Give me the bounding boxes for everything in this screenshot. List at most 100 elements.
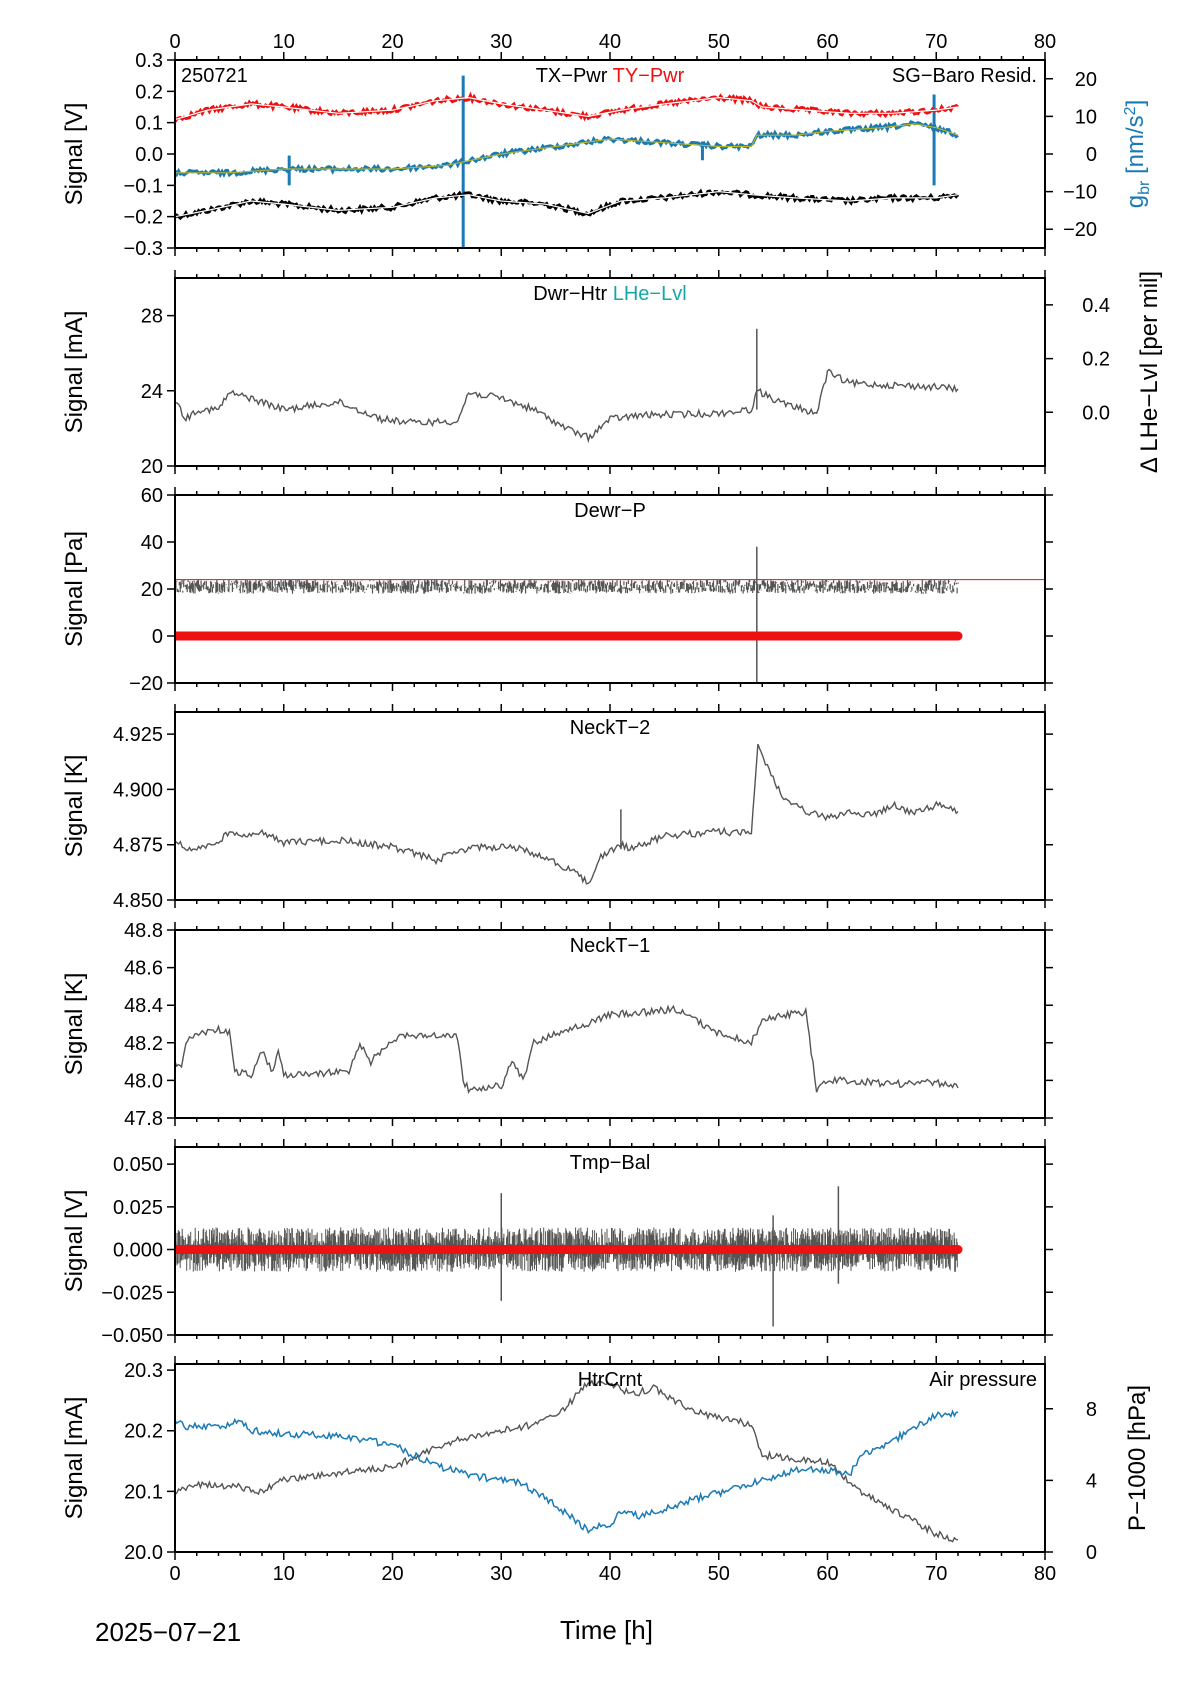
right-legend: SG−Baro Resid. xyxy=(892,65,1037,87)
y-ticks xyxy=(167,59,175,249)
x-tick-label: 40 xyxy=(599,1563,621,1585)
y-tick-label: 48.2 xyxy=(124,1033,163,1055)
series-1 xyxy=(175,91,959,123)
y-ticks xyxy=(167,494,1053,684)
x-tick-label: 0 xyxy=(169,1563,180,1585)
y-axis-title: Signal [K] xyxy=(61,755,88,858)
x-tick-label: 70 xyxy=(925,1563,947,1585)
panel-htr: 20.0 20.1 20.2 20.3 Signal [mA] 0 4 8 P−1000 [hP… xyxy=(61,1356,1151,1585)
x-tick-label: 30 xyxy=(490,31,512,53)
right-y-ticks xyxy=(1045,78,1053,230)
x-tick-label: 80 xyxy=(1034,1563,1056,1585)
y-tick-label: 48.4 xyxy=(124,995,163,1017)
date-label: 2025−07−21 xyxy=(95,1617,242,1647)
y-tick-label: 48.6 xyxy=(124,958,163,980)
plot-area xyxy=(175,743,959,885)
x-ticks xyxy=(174,487,1046,691)
right-axis-title: P−1000 [hPa] xyxy=(1124,1385,1151,1531)
series-0 xyxy=(175,743,959,885)
y-tick-label: 4.900 xyxy=(113,779,163,801)
y-tick-label: 4.850 xyxy=(113,890,163,912)
right-y-tick-label: 0.2 xyxy=(1082,349,1110,371)
right-y-tick-label: 0 xyxy=(1086,144,1097,166)
panel-title: HtrCrnt xyxy=(578,1369,643,1391)
y-axis-title: Signal [V] xyxy=(61,1190,88,1293)
x-tick-label: 80 xyxy=(1034,31,1056,53)
x-tick-label: 10 xyxy=(273,1563,295,1585)
x-tick-label: 60 xyxy=(816,31,838,53)
y-tick-label: 0.025 xyxy=(113,1197,163,1219)
x-tick-label: 70 xyxy=(925,31,947,53)
date-code: 250721 xyxy=(181,65,248,87)
y-tick-label: 20.1 xyxy=(124,1481,163,1503)
series-0 xyxy=(175,579,959,594)
x-tick-label: 20 xyxy=(381,31,403,53)
panel-neck1: 47.8 48.0 48.2 48.4 48.6 48.8 Signal [K] NeckT−… xyxy=(61,920,1053,1130)
x-tick-label: 0 xyxy=(169,31,180,53)
y-tick-label: 48.8 xyxy=(124,920,163,942)
series-0 xyxy=(175,368,959,444)
series-0 xyxy=(175,1379,959,1543)
y-tick-label: 48.0 xyxy=(124,1070,163,1092)
y-tick-label: 0 xyxy=(152,626,163,648)
plot-area xyxy=(175,546,1045,683)
panel-title: Tmp−Bal xyxy=(570,1152,651,1174)
panel-title: NeckT−2 xyxy=(570,717,651,739)
panel-title: NeckT−1 xyxy=(570,935,651,957)
plot-area xyxy=(175,1186,963,1327)
y-ticks xyxy=(167,1163,1053,1336)
y-tick-label: 60 xyxy=(141,485,163,507)
x-tick-label: 60 xyxy=(816,1563,838,1585)
y-tick-label: −0.025 xyxy=(101,1282,163,1304)
right-axis-title: gbr [nm/s2] xyxy=(1122,100,1153,209)
y-tick-label: 0.2 xyxy=(135,81,163,103)
y-tick-label: 40 xyxy=(141,532,163,554)
y-tick-label: −0.2 xyxy=(124,207,163,229)
series-fit-0 xyxy=(175,190,959,218)
panel-frame xyxy=(174,59,1046,249)
y-axis-title: Signal [mA] xyxy=(61,1397,88,1520)
panel-title: Dwr−Htr LHe−Lvl xyxy=(533,283,686,305)
plot-area xyxy=(175,1379,959,1543)
y-tick-label: 20.0 xyxy=(124,1542,163,1564)
panel-dewr: −20 0 20 40 60 Signal [Pa] Dewr−P xyxy=(61,485,1053,695)
x-ticks xyxy=(174,1139,1046,1343)
panel-dwr: 20 24 28 Signal [mA] 0.0 0.2 0.4 Δ LHe−Lvl [per… xyxy=(61,270,1163,478)
series-fit-1 xyxy=(175,96,959,121)
y-tick-label: 0.0 xyxy=(135,144,163,166)
panel-title: Dewr−P xyxy=(574,500,646,522)
y-tick-label: 0.000 xyxy=(113,1240,163,1262)
y-tick-label: 24 xyxy=(141,381,163,403)
panel-frame xyxy=(174,929,1046,1119)
y-tick-label: 20 xyxy=(141,456,163,478)
series-fit-2 xyxy=(175,123,959,174)
y-axis-title: Signal [K] xyxy=(61,973,88,1076)
right-y-tick-label: −20 xyxy=(1063,219,1097,241)
right-y-tick-label: 8 xyxy=(1086,1399,1097,1421)
plot-area xyxy=(175,75,960,248)
right-y-tick-label: 0.4 xyxy=(1082,295,1110,317)
y-axis-title: Signal [V] xyxy=(61,103,88,206)
right-y-tick-label: 20 xyxy=(1075,69,1097,91)
y-tick-label: 20.2 xyxy=(124,1421,163,1443)
y-ticks xyxy=(167,314,175,467)
y-tick-label: 20 xyxy=(141,579,163,601)
x-ticks xyxy=(174,52,1046,256)
series-1 xyxy=(175,1409,959,1534)
y-ticks xyxy=(167,929,1053,1119)
x-tick-label: 30 xyxy=(490,1563,512,1585)
panel-title: TX−Pwr TY−Pwr xyxy=(536,65,685,87)
y-tick-label: −0.050 xyxy=(101,1325,163,1347)
x-ticks xyxy=(174,704,1046,908)
right-y-ticks xyxy=(1045,1408,1053,1553)
y-tick-label: −20 xyxy=(129,673,163,695)
y-tick-label: 4.875 xyxy=(113,835,163,857)
y-axis-title: Signal [Pa] xyxy=(61,531,88,647)
y-ticks xyxy=(167,733,1053,901)
right-legend: Air pressure xyxy=(929,1369,1037,1391)
right-y-tick-label: 10 xyxy=(1075,106,1097,128)
x-tick-label: 50 xyxy=(708,31,730,53)
right-axis-title: Δ LHe−Lvl [per mil] xyxy=(1136,271,1163,473)
y-tick-label: 0.050 xyxy=(113,1154,163,1176)
